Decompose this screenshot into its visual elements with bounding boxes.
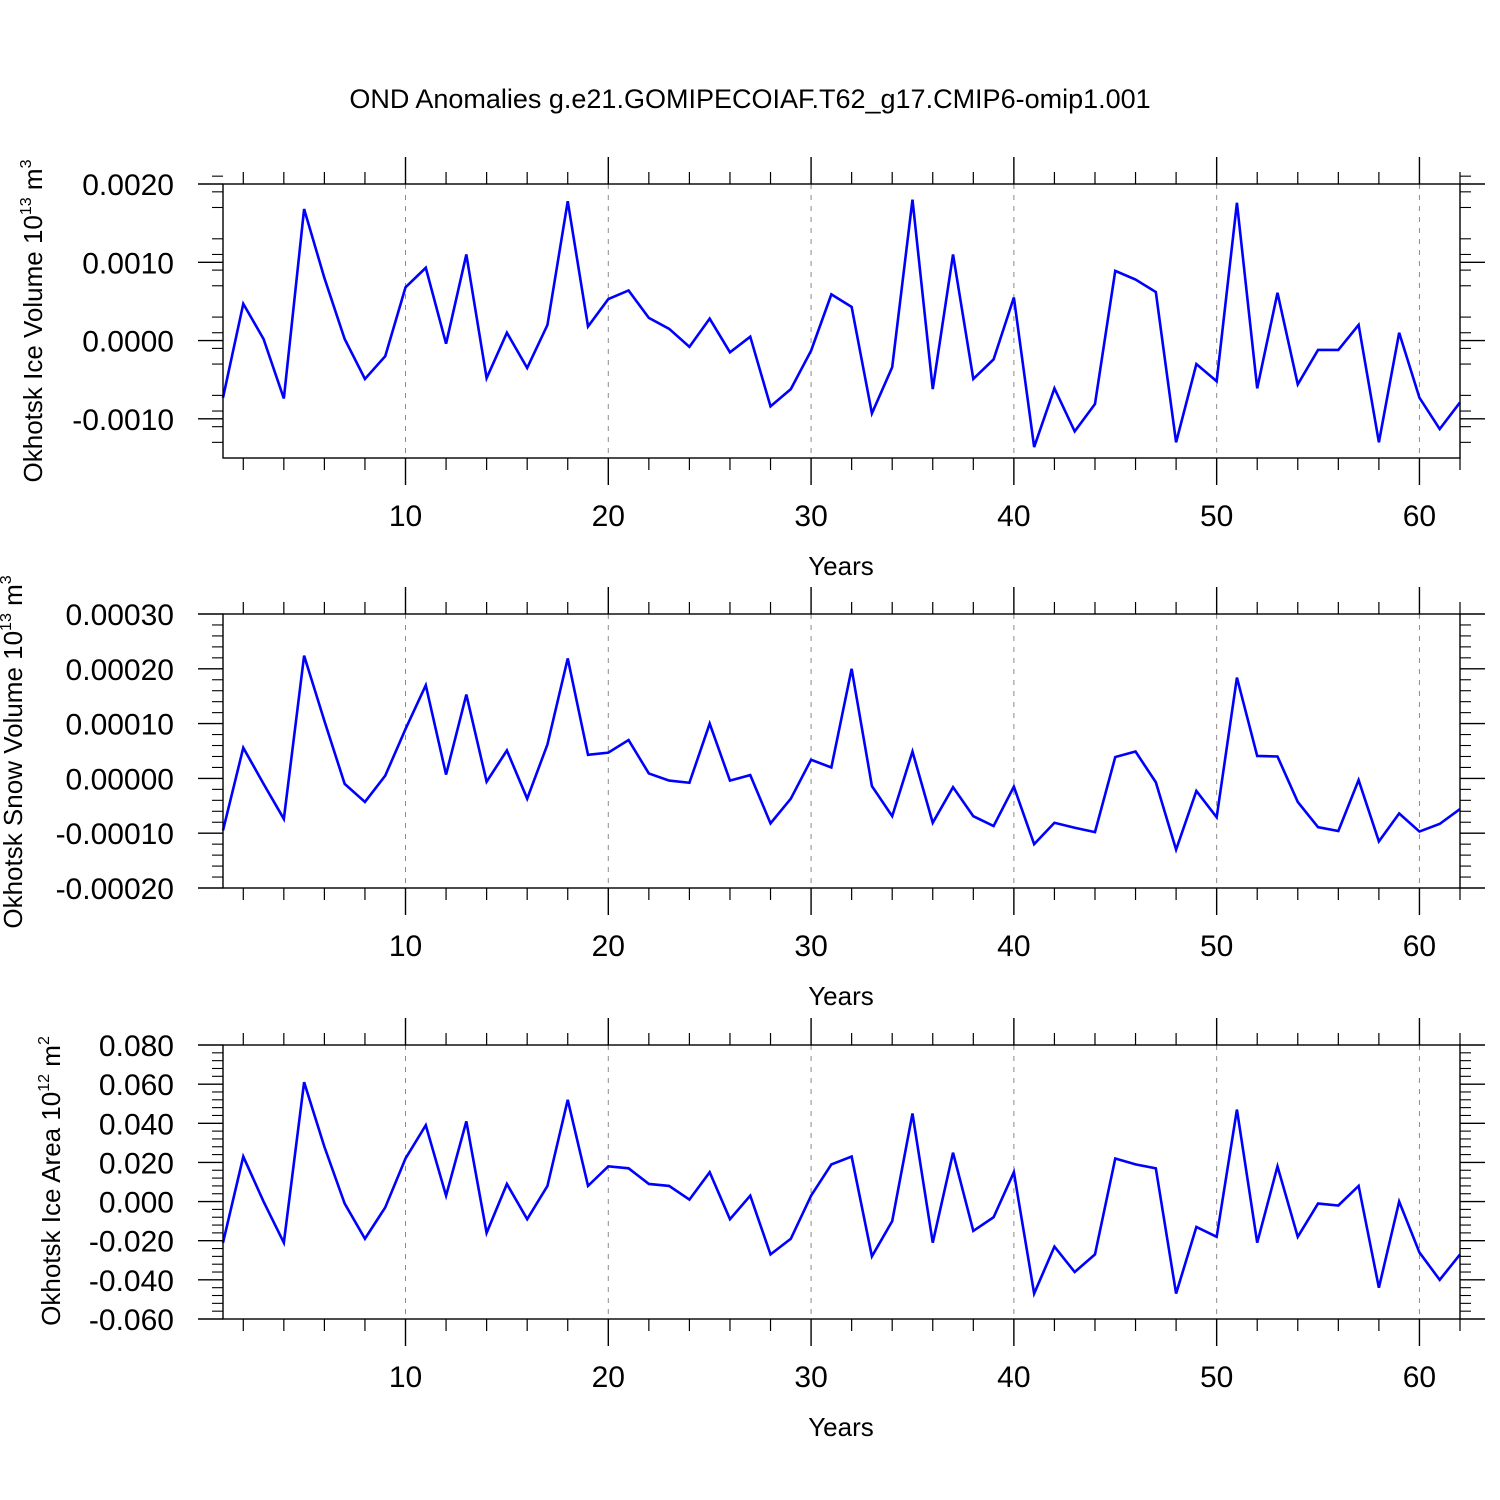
series-line [221,1081,1462,1299]
x-tick-label: 60 [1403,930,1436,963]
x-tick-label: 30 [794,930,827,963]
y-tick-label: 0.0020 [82,169,174,202]
y-tick-label: 0.000 [99,1187,174,1220]
x-axis-title: Years [808,981,874,1011]
x-tick-label: 20 [592,1361,625,1394]
y-axis-title: Okhotsk Snow Volume 1013 m3 [0,575,28,928]
panel-snow-volume: 10 20 30 40 50 60 -0.00020 -0.00010 0.00000 0.000… [0,575,1485,1011]
y-tick-label: 0.00010 [66,709,174,742]
plot-frame [222,183,1461,459]
x-tick-label: 20 [592,930,625,963]
y-tick-label: 0.00000 [66,763,174,796]
plot-frame [222,1044,1461,1320]
series-polyline [221,655,1461,854]
tick-labels: 10 20 30 40 50 60 -0.00020 -0.00010 0.00000 0.000… [56,599,1437,963]
series-polyline [221,1081,1462,1299]
y-tick-label: -0.00010 [56,818,174,851]
x-tick-label: 60 [1403,500,1436,533]
x-grid-lines [405,614,1420,888]
y-tick-label: 0.00030 [66,599,174,632]
panel-ice-area: 10 20 30 40 50 60 -0.060 -0.040 -0.020 0.000 0.020… [36,1018,1485,1442]
tick-labels: 10 20 30 40 50 60 -0.060 -0.040 -0.020 0.000 0.020… [89,1030,1436,1394]
axes [198,1018,1485,1346]
y-tick-label: -0.00020 [56,873,174,906]
axes [198,587,1485,915]
x-tick-label: 60 [1403,1361,1436,1394]
x-axis-title: Years [808,551,874,581]
x-tick-label: 10 [389,500,422,533]
tick-labels: 10 20 30 40 50 60 -0.0010 0.0000 0.0010 0.0020 [72,169,1436,533]
x-tick-label: 50 [1200,930,1233,963]
series-line [221,199,1462,448]
y-tick-label: 0.00020 [66,654,174,687]
y-tick-label: 0.0010 [82,247,174,280]
x-tick-label: 40 [997,1361,1030,1394]
y-tick-label: -0.040 [89,1265,174,1298]
x-grid-lines [405,184,1420,458]
x-tick-label: 20 [592,500,625,533]
y-axis-title: Okhotsk Ice Area 1012 m2 [36,1036,66,1326]
y-tick-label: -0.0010 [72,404,174,437]
axes [198,157,1485,485]
series-polyline [221,199,1462,448]
x-axis-title: Years [808,1412,874,1442]
x-tick-label: 40 [997,930,1030,963]
series-line [221,655,1461,854]
x-tick-label: 50 [1200,1361,1233,1394]
x-tick-label: 30 [794,1361,827,1394]
x-tick-label: 30 [794,500,827,533]
y-tick-label: 0.080 [99,1030,174,1063]
panel-ice-volume: 10 20 30 40 50 60 -0.0010 0.0000 0.0010 0.0020 Ye… [18,157,1485,581]
y-tick-label: 0.060 [99,1069,174,1102]
x-tick-label: 50 [1200,500,1233,533]
figure-title: OND Anomalies g.e21.GOMIPECOIAF.T62_g17.… [349,84,1150,114]
y-tick-label: 0.0000 [82,326,174,359]
x-grid-lines [405,1045,1420,1319]
plot-frame [222,613,1461,889]
x-tick-label: 40 [997,500,1030,533]
x-tick-label: 10 [389,930,422,963]
y-tick-label: 0.020 [99,1147,174,1180]
x-tick-label: 10 [389,1361,422,1394]
y-axis-title: Okhotsk Ice Volume 1013 m3 [18,159,48,482]
y-tick-label: -0.020 [89,1226,174,1259]
y-tick-label: 0.040 [99,1108,174,1141]
y-tick-label: -0.060 [89,1304,174,1337]
